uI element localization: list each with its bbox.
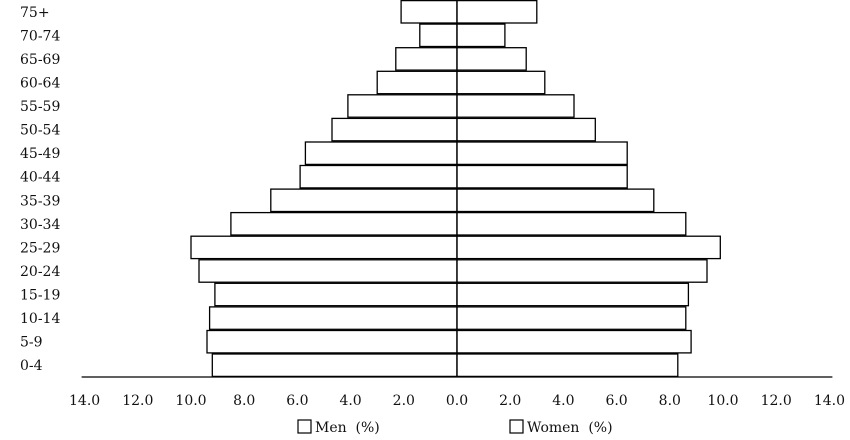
x-tick-label: 12.0 (122, 393, 153, 409)
bar-women-0-4 (456, 353, 679, 378)
legend-swatch-men (297, 419, 312, 434)
bar-men-55-59 (347, 94, 458, 118)
bar-women-55-59 (456, 94, 575, 118)
bar-men-0-4 (211, 353, 458, 378)
category-label: 55-59 (20, 99, 60, 115)
legend-label-men: Men (%) (315, 420, 380, 436)
bar-women-15-19 (456, 282, 690, 307)
x-tick-label: 14.0 (814, 393, 845, 409)
category-label: 65-69 (20, 52, 60, 68)
bar-women-30-34 (456, 211, 687, 236)
bar-women-25-29 (456, 235, 721, 260)
x-tick-label: 10.0 (175, 393, 206, 409)
bar-women-40-44 (456, 164, 628, 189)
category-labels-group: 0-4 5-9 10-14 15-19 20-24 25-29 30-34 35-39 40-4… (20, 5, 60, 374)
category-label: 70-74 (20, 28, 60, 44)
x-tick-label: 14.0 (69, 393, 100, 409)
bar-women-50-54 (456, 117, 596, 142)
bar-women-35-39 (456, 188, 655, 213)
bar-men-45-49 (304, 141, 458, 166)
x-tick-label: 2.0 (499, 393, 521, 409)
x-tick-label: 2.0 (393, 393, 415, 409)
x-tick-label: 6.0 (605, 393, 627, 409)
bar-women-75+ (456, 0, 538, 24)
category-label: 0-4 (20, 358, 43, 374)
category-label: 15-19 (20, 288, 60, 304)
legend-label-women: Women (%) (527, 420, 613, 436)
bar-men-30-34 (230, 211, 458, 236)
category-label: 5-9 (20, 335, 43, 351)
bar-women-20-24 (456, 259, 708, 283)
category-label: 20-24 (20, 264, 60, 280)
bar-men-65-69 (395, 47, 458, 71)
category-label: 10-14 (20, 311, 60, 327)
category-label: 35-39 (20, 193, 60, 209)
category-label: 25-29 (20, 240, 60, 256)
category-label: 45-49 (20, 146, 60, 162)
category-label: 40-44 (20, 170, 60, 186)
bar-men-10-14 (208, 306, 458, 330)
x-tick-label: 4.0 (552, 393, 574, 409)
bar-women-65-69 (456, 47, 527, 71)
axes-group (81, 0, 833, 378)
bar-men-35-39 (270, 188, 458, 213)
category-label: 75+ (20, 5, 50, 21)
x-tick-label: 10.0 (707, 393, 738, 409)
category-label: 60-64 (20, 76, 60, 92)
legend-swatch-women (509, 419, 524, 434)
bar-women-45-49 (456, 141, 628, 166)
bar-men-15-19 (214, 282, 458, 307)
category-label: 30-34 (20, 217, 60, 233)
bar-men-25-29 (190, 235, 458, 260)
bar-men-5-9 (206, 329, 458, 354)
bar-men-70-74 (419, 23, 458, 48)
bar-women-60-64 (456, 70, 546, 95)
x-tick-label: 8.0 (659, 393, 681, 409)
bar-men-40-44 (299, 164, 458, 189)
bars-group (190, 0, 721, 378)
x-tick-labels-group: 14.0 12.0 10.0 8.0 6.0 4.0 2.0 0.0 2.0 4.0 6.0 8.0 1… (69, 393, 845, 409)
x-tick-label: 8.0 (233, 393, 255, 409)
x-tick-label: 4.0 (339, 393, 361, 409)
x-tick-label: 0.0 (446, 393, 468, 409)
bar-women-70-74 (456, 23, 506, 48)
legend: Men (%) Women (%) (297, 419, 613, 436)
bar-men-20-24 (198, 259, 458, 283)
bar-women-10-14 (456, 306, 687, 330)
bar-women-5-9 (456, 329, 692, 354)
x-tick-label: 6.0 (286, 393, 308, 409)
bar-men-50-54 (331, 117, 458, 142)
category-label: 50-54 (20, 123, 60, 139)
bar-men-60-64 (376, 70, 458, 95)
x-tick-label: 12.0 (761, 393, 792, 409)
bar-men-75+ (400, 0, 458, 24)
